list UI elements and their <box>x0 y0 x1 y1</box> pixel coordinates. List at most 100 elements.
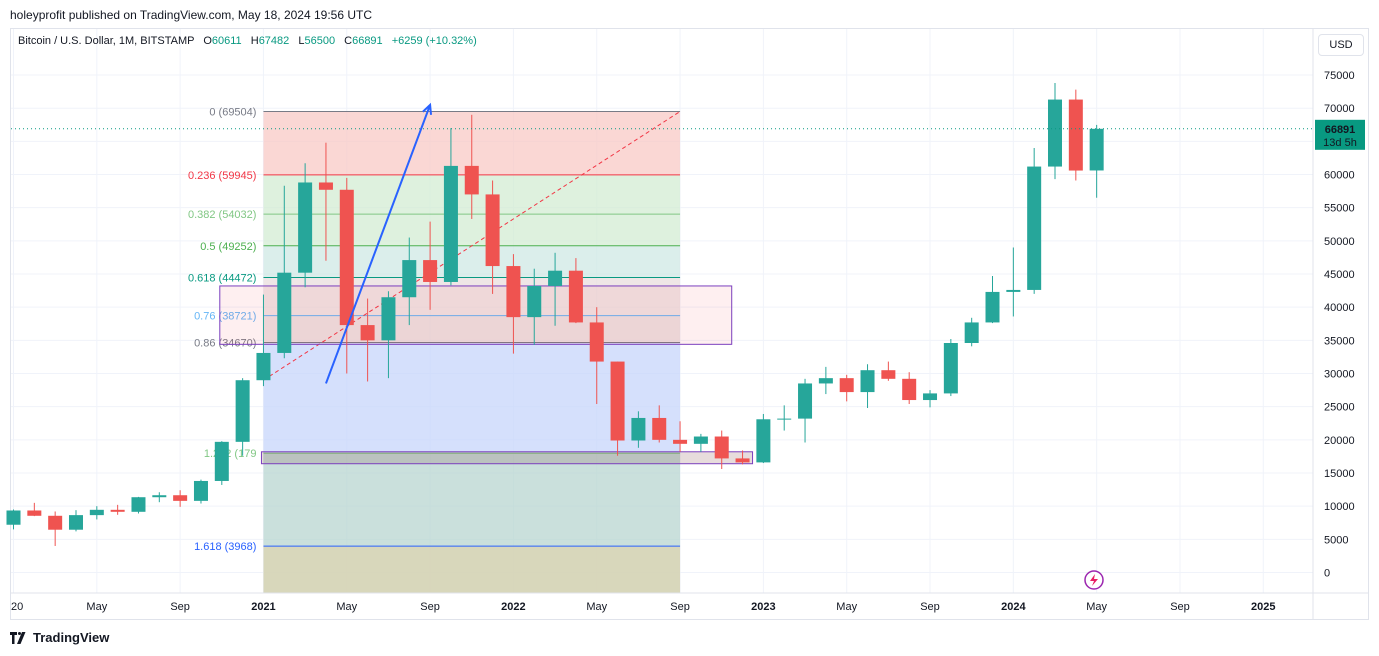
candle-body <box>923 393 938 401</box>
candle-body <box>714 436 729 459</box>
price-tick-label: 75000 <box>1324 70 1355 82</box>
open-label: O <box>203 35 212 47</box>
candle-body <box>527 285 542 318</box>
close-label: C <box>344 35 353 47</box>
fib-level-label: 0.618 (44472) <box>188 273 257 285</box>
price-tick-label: 20000 <box>1324 435 1355 447</box>
currency-button[interactable]: USD <box>1318 34 1364 56</box>
high-value: 67482 <box>258 35 290 47</box>
time-tick-label: Sep <box>420 601 440 613</box>
time-axis: 20 May Sep 2021 May Sep 2022 May Sep 2023 May Sep 20… <box>11 570 1368 613</box>
candle-body <box>27 510 42 516</box>
candle-body <box>943 342 958 394</box>
tradingview-logo-icon <box>10 631 26 644</box>
high-label: H <box>250 35 259 47</box>
fib-level-label: 0.382 (54032) <box>188 209 257 221</box>
candle-body <box>839 378 854 393</box>
candle-body <box>48 515 63 530</box>
candle-body <box>193 480 208 501</box>
time-tick-label: 2022 <box>501 601 525 613</box>
event-icon <box>1084 570 1104 590</box>
time-tick-label: May <box>86 601 107 613</box>
candle-body <box>548 270 563 286</box>
price-tick-label: 60000 <box>1324 170 1355 182</box>
low-value: 56500 <box>304 35 336 47</box>
fib-band-extension <box>263 546 681 593</box>
candle-body <box>693 436 708 444</box>
price-tick-label: 5000 <box>1324 534 1348 546</box>
candle-body <box>506 266 521 318</box>
candle-body <box>339 189 354 326</box>
time-tick-label: May <box>586 601 607 613</box>
trend-arrow-line <box>325 104 432 384</box>
time-tick-label: Sep <box>170 601 190 613</box>
price-tick-label: 40000 <box>1324 302 1355 314</box>
candle-body <box>110 509 125 512</box>
candle-body <box>402 260 417 298</box>
tradingview-brand[interactable]: TradingView <box>10 630 109 645</box>
candle-body <box>756 419 771 463</box>
candle-body <box>443 165 458 282</box>
symbol-name: Bitcoin / U.S. Dollar, 1M, BITSTAMP <box>18 35 195 47</box>
highlight-zone <box>219 285 733 345</box>
publish-header: holeyprofit published on TradingView.com… <box>10 8 372 22</box>
candle-body <box>298 182 313 273</box>
candle-body <box>1068 99 1083 171</box>
close-value: 66891 <box>352 35 383 47</box>
candle-body <box>568 270 583 323</box>
price-tick-label: 45000 <box>1324 269 1355 281</box>
price-tick-label: 70000 <box>1324 103 1355 115</box>
symbol-legend: Bitcoin / U.S. Dollar, 1M, BITSTAMP O606… <box>18 35 477 47</box>
candle-body <box>1048 99 1062 167</box>
fib-band <box>263 214 681 246</box>
candle-body <box>68 515 83 530</box>
candle-body <box>964 322 979 343</box>
candle-body <box>318 182 333 190</box>
time-tick-label: Sep <box>1170 601 1190 613</box>
candle-body <box>818 378 833 384</box>
price-tick-label: 35000 <box>1324 335 1355 347</box>
chart-frame <box>10 28 1369 620</box>
price-axis: 0 5000 10000 15000 20000 25000 30000 35000 40000… <box>1312 29 1355 620</box>
fib-level-label: 1.272 (179 <box>204 448 257 460</box>
fib-level-label: 0 (69504) <box>209 106 256 118</box>
candle-body <box>131 497 146 512</box>
price-tick-label: 15000 <box>1324 468 1355 480</box>
lightning-icon <box>1090 574 1098 586</box>
time-tick-label: Sep <box>670 601 690 613</box>
last-price-countdown: 13d 5h <box>1323 137 1357 149</box>
candle-body <box>423 260 438 282</box>
last-price-value: 66891 <box>1325 124 1356 136</box>
candle-body <box>1089 128 1104 171</box>
candle-body <box>485 194 500 267</box>
last-price-badge <box>1315 119 1365 150</box>
open-value: 60611 <box>211 35 242 47</box>
time-tick-label: 20 <box>11 601 23 613</box>
low-label: L <box>298 35 305 47</box>
fib-retracement: 0 (69504) 0.236 (59945) 0.382 (54032) 0.5 (… <box>188 106 681 593</box>
price-tick-label: 55000 <box>1324 203 1355 215</box>
trend-arrow-head <box>422 102 433 115</box>
candle-body <box>256 352 271 381</box>
price-tick-label: 30000 <box>1324 369 1355 381</box>
price-tick-label: 10000 <box>1324 501 1355 513</box>
candle-body <box>985 291 1000 323</box>
fib-level-label: 0.5 (49252) <box>200 241 256 253</box>
candle-body <box>902 378 917 401</box>
candle-body <box>235 380 250 442</box>
candle-body <box>735 458 750 463</box>
highlight-zone <box>260 451 754 465</box>
candle-body <box>631 417 646 441</box>
time-tick-label: Sep <box>920 601 940 613</box>
fib-band <box>263 245 681 278</box>
candle-body <box>777 418 792 420</box>
fib-band <box>263 277 681 316</box>
candle-body <box>214 441 229 481</box>
fib-level-label: 0.86 (34670) <box>194 338 256 350</box>
candle-body <box>152 495 167 498</box>
fib-trend-line <box>263 111 681 381</box>
candle-body <box>89 509 104 516</box>
price-tick-label: 50000 <box>1324 236 1355 248</box>
